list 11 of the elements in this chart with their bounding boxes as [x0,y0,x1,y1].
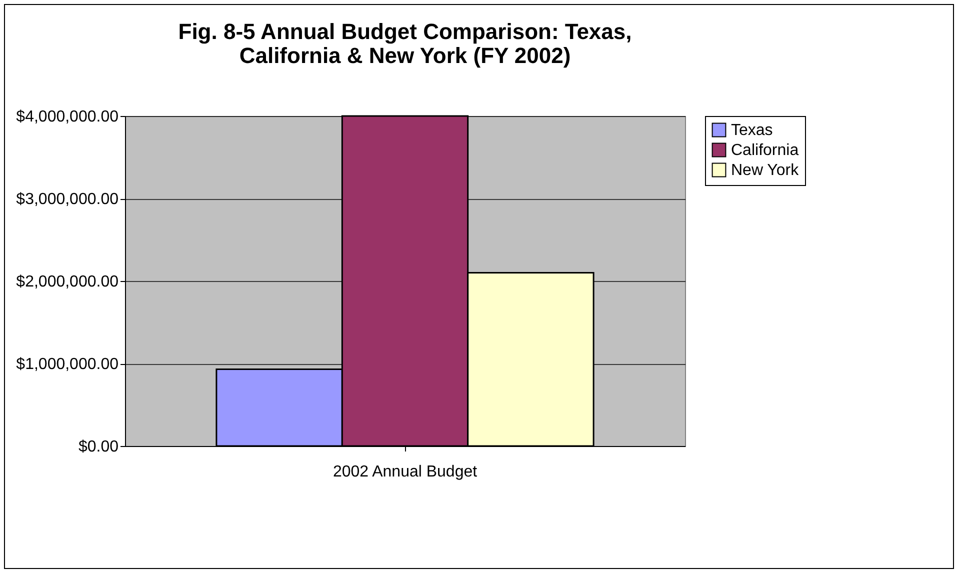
y-tick-label: $3,000,000.00 [16,191,119,208]
y-tick-label: $2,000,000.00 [16,274,119,290]
legend-label: Texas [731,122,773,139]
legend-label: New York [731,162,800,179]
y-tick-label: $1,000,000.00 [16,356,119,373]
text: Fig. 8-5 Annual Budget Comparison: Texas, [178,19,632,44]
x-tick-label: 2002 Annual Budget [332,464,478,480]
text: California & New York (FY 2002) [239,43,571,68]
legend-label: California [731,142,799,159]
y-tick-label: $0.00 [78,438,119,456]
y-tick-label: $4,000,000.00 [16,108,119,126]
